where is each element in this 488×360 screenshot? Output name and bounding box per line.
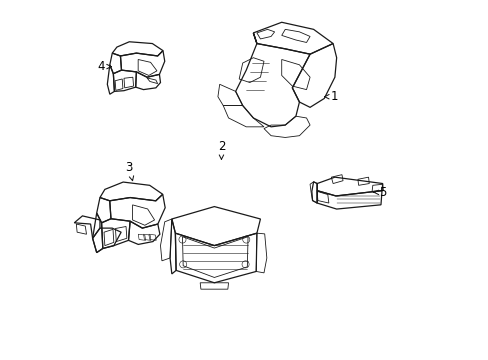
Text: 5: 5: [373, 186, 386, 199]
Text: 3: 3: [125, 161, 133, 181]
Text: 4: 4: [97, 60, 111, 73]
Text: 2: 2: [217, 140, 225, 159]
Text: 1: 1: [324, 90, 338, 103]
